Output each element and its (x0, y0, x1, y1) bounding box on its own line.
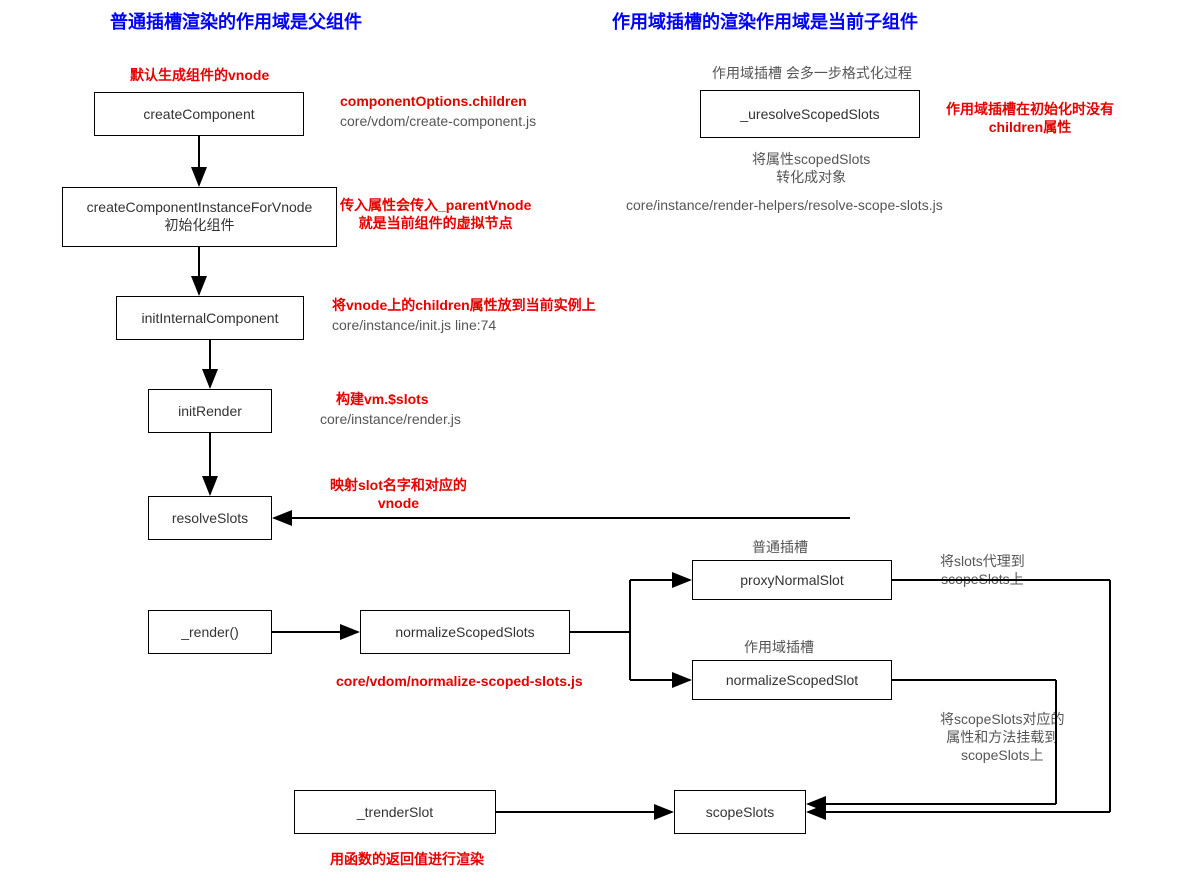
box-uresolve-scoped-slots: _uresolveScopedSlots (700, 90, 920, 138)
note-format-step: 作用域插槽 会多一步格式化过程 (712, 64, 912, 82)
box-create-component: createComponent (94, 92, 304, 136)
box-normalize-scoped-slots: normalizeScopedSlots (360, 610, 570, 654)
note-no-children: 作用域插槽在初始化时没有 children属性 (946, 100, 1114, 136)
note-default-vnode: 默认生成组件的vnode (130, 66, 269, 84)
box-proxy-normal-slot: proxyNormalSlot (692, 560, 892, 600)
note-parentvnode: 传入属性会传入_parentVnode 就是当前组件的虚拟节点 (340, 196, 531, 232)
header-left: 普通插槽渲染的作用域是父组件 (110, 8, 362, 34)
box-init-internal: initInternalComponent (116, 296, 304, 340)
note-render-return: 用函数的返回值进行渲染 (330, 850, 484, 868)
note-resolve-scope-path: core/instance/render-helpers/resolve-sco… (626, 196, 943, 214)
box-trender-slot: _trenderSlot (294, 790, 496, 834)
header-right: 作用域插槽的渲染作用域是当前子组件 (612, 8, 918, 34)
note-init-path: core/instance/init.js line:74 (332, 316, 496, 334)
box-create-instance: createComponentInstanceForVnode 初始化组件 (62, 187, 337, 247)
note-scoped-slot-label: 作用域插槽 (744, 638, 814, 656)
note-normalize-path: core/vdom/normalize-scoped-slots.js (336, 672, 583, 690)
box-render-fn: _render() (148, 610, 272, 654)
note-children-on-instance: 将vnode上的children属性放到当前实例上 (332, 296, 596, 314)
box-resolve-slots: resolveSlots (148, 496, 272, 540)
note-scopedslots-obj: 将属性scopedSlots 转化成对象 (752, 150, 870, 186)
note-normal-slot-label: 普通插槽 (752, 538, 808, 556)
note-proxy-slots: 将slots代理到 scopeSlots上 (940, 552, 1025, 588)
note-build-slots: 构建vm.$slots (336, 390, 429, 408)
box-normalize-scoped-slot: normalizeScopedSlot (692, 660, 892, 700)
note-map-slot-vnode: 映射slot名字和对应的 vnode (330, 476, 467, 512)
note-componentoptions-children: componentOptions.children (340, 92, 527, 110)
note-create-component-path: core/vdom/create-component.js (340, 112, 536, 130)
box-init-render: initRender (148, 389, 272, 433)
note-mount-scopeslots: 将scopeSlots对应的 属性和方法挂载到 scopeSlots上 (940, 710, 1064, 765)
note-render-path: core/instance/render.js (320, 410, 461, 428)
box-scope-slots: scopeSlots (674, 790, 806, 834)
